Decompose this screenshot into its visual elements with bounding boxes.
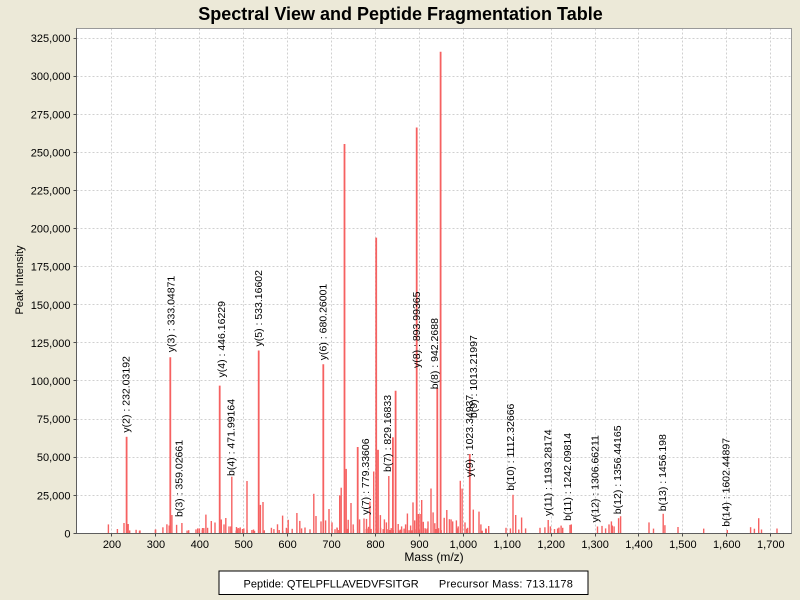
svg-text:200: 200 [103, 539, 121, 551]
svg-text:y(5) : 533.16602: y(5) : 533.16602 [253, 270, 265, 347]
svg-text:b(12) : 1356.44165: b(12) : 1356.44165 [612, 425, 624, 514]
svg-text:Mass (m/z): Mass (m/z) [404, 550, 463, 564]
svg-text:y(3) : 333.04871: y(3) : 333.04871 [165, 276, 177, 353]
svg-text:Spectral View and Peptide Frag: Spectral View and Peptide Fragmentation … [198, 4, 602, 24]
svg-text:325,000: 325,000 [31, 33, 71, 45]
svg-text:150,000: 150,000 [31, 300, 71, 312]
svg-text:b(3) : 359.02661: b(3) : 359.02661 [173, 440, 185, 517]
svg-text:1,400: 1,400 [625, 539, 653, 551]
svg-text:50,000: 50,000 [37, 452, 71, 464]
svg-text:b(9) : 1013.21997: b(9) : 1013.21997 [468, 335, 480, 418]
svg-text:25,000: 25,000 [37, 490, 71, 502]
svg-text:200,000: 200,000 [31, 224, 71, 236]
svg-text:y(7) : 779.33606: y(7) : 779.33606 [360, 438, 372, 515]
svg-text:275,000: 275,000 [31, 109, 71, 121]
svg-text:1,100: 1,100 [493, 539, 521, 551]
svg-text:b(14) : 1602.44897: b(14) : 1602.44897 [721, 438, 733, 527]
svg-text:100,000: 100,000 [31, 376, 71, 388]
svg-text:400: 400 [191, 539, 209, 551]
svg-text:Peak Intensity: Peak Intensity [14, 245, 26, 315]
svg-text:1,500: 1,500 [669, 539, 697, 551]
svg-text:75,000: 75,000 [37, 414, 71, 426]
svg-text:y(2) : 232.03192: y(2) : 232.03192 [121, 356, 133, 433]
svg-text:1,200: 1,200 [537, 539, 565, 551]
svg-text:y(11) : 1193.28174: y(11) : 1193.28174 [542, 429, 554, 516]
svg-text:225,000: 225,000 [31, 186, 71, 198]
svg-text:1,000: 1,000 [450, 539, 478, 551]
svg-text:800: 800 [366, 539, 384, 551]
svg-text:900: 900 [410, 539, 428, 551]
svg-text:y(4) : 446.16229: y(4) : 446.16229 [216, 301, 228, 378]
svg-text:125,000: 125,000 [31, 338, 71, 350]
svg-text:1,600: 1,600 [713, 539, 741, 551]
svg-text:b(7) : 829.16833: b(7) : 829.16833 [382, 395, 394, 472]
svg-text:b(10) : 1112.32666: b(10) : 1112.32666 [505, 403, 517, 490]
svg-text:y(12) : 1306.66211: y(12) : 1306.66211 [590, 435, 602, 523]
svg-text:y(6) : 680.26001: y(6) : 680.26001 [318, 284, 330, 361]
svg-text:b(13) : 1456.198: b(13) : 1456.198 [657, 434, 669, 511]
svg-text:Peptide: QTELPFLLAVEDVFSITGR: Peptide: QTELPFLLAVEDVFSITGR [244, 579, 419, 591]
svg-text:b(11) : 1242.09814: b(11) : 1242.09814 [562, 433, 574, 521]
svg-text:Precursor Mass: 713.1178: Precursor Mass: 713.1178 [439, 579, 573, 591]
svg-text:600: 600 [278, 539, 296, 551]
svg-text:y(8) : 893.99365: y(8) : 893.99365 [411, 291, 423, 368]
svg-text:500: 500 [235, 539, 253, 551]
svg-text:250,000: 250,000 [31, 147, 71, 159]
svg-text:b(4) : 471.99164: b(4) : 471.99164 [225, 399, 237, 476]
svg-text:175,000: 175,000 [31, 262, 71, 274]
svg-text:b(8) : 942.2688: b(8) : 942.2688 [429, 318, 441, 389]
svg-text:300,000: 300,000 [31, 71, 71, 83]
svg-text:300: 300 [147, 539, 165, 551]
svg-text:1,300: 1,300 [581, 539, 609, 551]
svg-text:700: 700 [322, 539, 340, 551]
svg-text:y(9) : 1023.34937: y(9) : 1023.34937 [464, 395, 476, 477]
svg-text:0: 0 [64, 528, 70, 540]
svg-text:1,700: 1,700 [757, 539, 785, 551]
